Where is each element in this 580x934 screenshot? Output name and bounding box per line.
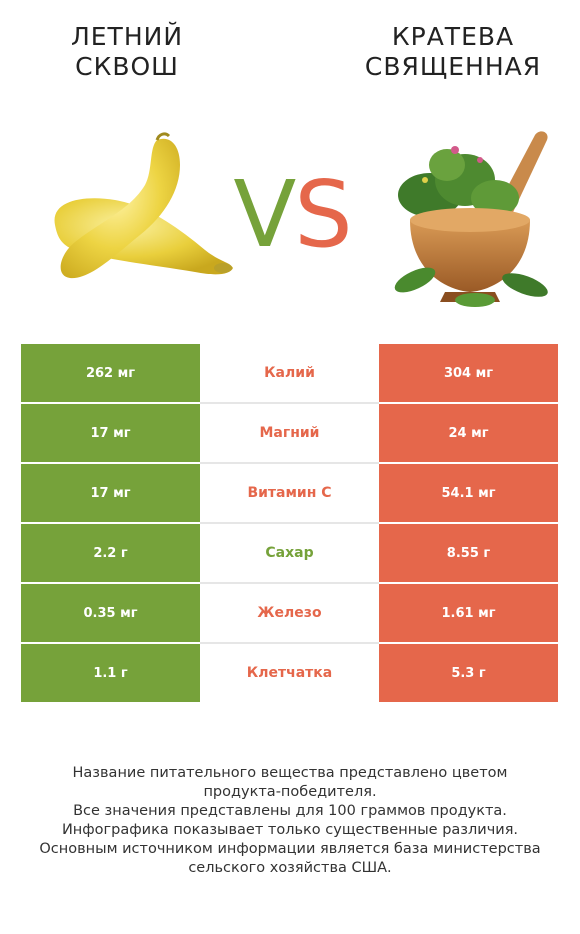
left-value: 17 мг [21, 464, 200, 522]
footer-notes: Название питательного вещества представл… [10, 764, 570, 878]
table-row: 0.35 мг Железо 1.61 мг [21, 584, 558, 644]
footer-line: Все значения представлены для 100 граммо… [73, 803, 507, 819]
left-product-title: ЛЕТНИЙ СКВОШ [70, 22, 184, 81]
nutrient-name: Магний [200, 404, 379, 462]
table-row: 262 мг Калий 304 мг [21, 344, 558, 404]
row-divider [200, 582, 379, 584]
nutrient-name: Витамин C [200, 464, 379, 522]
table-row: 1.1 г Клетчатка 5.3 г [21, 644, 558, 704]
table-row: 17 мг Магний 24 мг [21, 404, 558, 464]
right-value: 5.3 г [379, 644, 558, 702]
nutrient-name: Сахар [200, 524, 379, 582]
left-value: 1.1 г [21, 644, 200, 702]
comparison-table: 262 мг Калий 304 мг 17 мг Магний 24 мг 1… [21, 344, 558, 704]
row-divider [200, 462, 379, 464]
footer-line: Основным источником информации является … [39, 841, 541, 857]
left-value: 0.35 мг [21, 584, 200, 642]
right-product-title: КРАТЕВА СВЯЩЕННАЯ [364, 22, 542, 81]
right-value: 54.1 мг [379, 464, 558, 522]
left-value: 262 мг [21, 344, 200, 402]
table-row: 2.2 г Сахар 8.55 г [21, 524, 558, 584]
nutrient-name: Железо [200, 584, 379, 642]
row-divider [200, 642, 379, 644]
right-value: 24 мг [379, 404, 558, 462]
vs-label: VS [233, 161, 352, 268]
left-value: 17 мг [21, 404, 200, 462]
right-value: 8.55 г [379, 524, 558, 582]
table-row: 17 мг Витамин C 54.1 мг [21, 464, 558, 524]
row-divider [200, 402, 379, 404]
crateva-mortar-image [394, 131, 548, 307]
summer-squash-image [54, 132, 233, 279]
footer-line: Название питательного вещества представл… [72, 765, 508, 781]
left-value: 2.2 г [21, 524, 200, 582]
footer-line: Инфографика показывает только существенн… [61, 822, 519, 838]
right-value: 304 мг [379, 344, 558, 402]
nutrient-name: Калий [200, 344, 379, 402]
right-value: 1.61 мг [379, 584, 558, 642]
row-divider [200, 522, 379, 524]
footer-line: сельского хозяйства США. [188, 860, 392, 876]
nutrient-name: Клетчатка [200, 644, 379, 702]
footer-line: продукта-победителя. [203, 784, 377, 800]
